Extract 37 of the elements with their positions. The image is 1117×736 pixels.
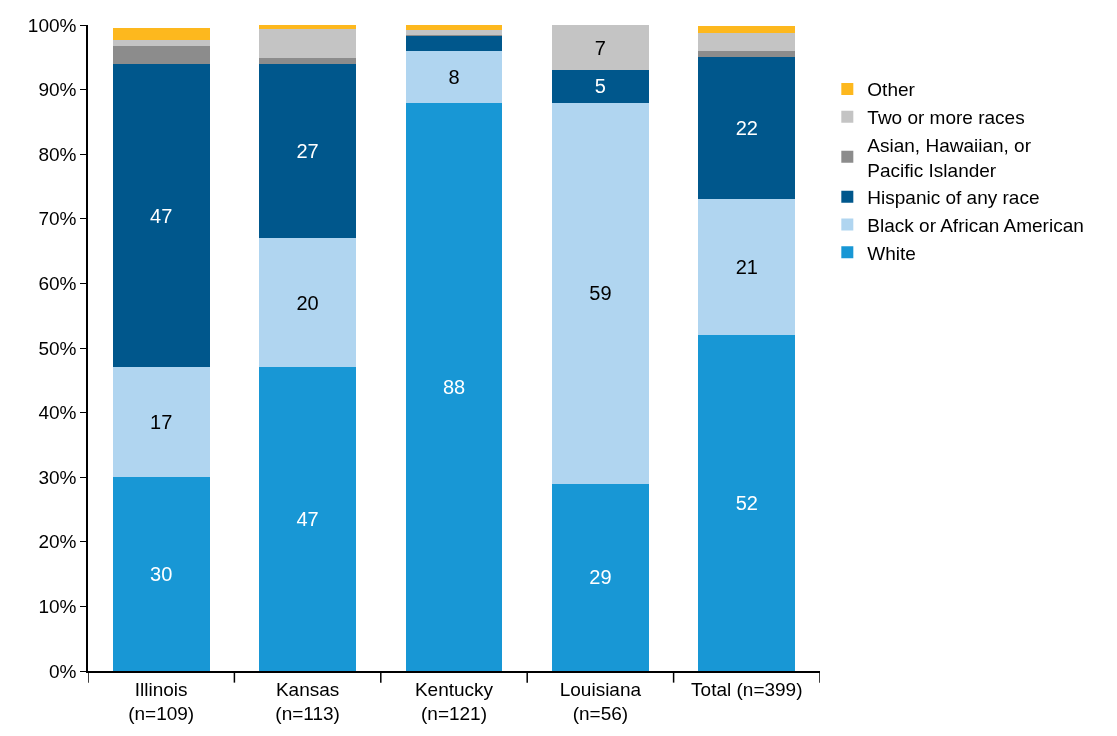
data-label: 47 <box>296 508 319 531</box>
x-tick-label: Kentucky (n=121) <box>414 678 494 725</box>
y-tick-label: 20% <box>38 531 77 553</box>
y-tick-label: 100% <box>27 14 77 36</box>
data-label: 17 <box>150 411 173 434</box>
y-tick-label: 10% <box>38 596 77 618</box>
data-label: 52 <box>735 492 758 515</box>
data-label: 21 <box>735 256 758 279</box>
y-tick-label: 50% <box>38 337 77 359</box>
data-label: 59 <box>589 282 612 305</box>
data-label: 22 <box>735 117 758 140</box>
y-tick-label: 70% <box>38 208 77 230</box>
y-tick-label: 0% <box>48 660 77 682</box>
data-label: 5 <box>594 75 606 98</box>
y-tick-label: 40% <box>38 402 77 424</box>
legend-label: Hispanic of any race <box>867 187 1040 209</box>
data-label: 30 <box>150 563 173 586</box>
y-tick-label: 30% <box>38 466 77 488</box>
data-label: 27 <box>296 139 319 162</box>
data-label: 8 <box>448 65 460 88</box>
legend-label: Asian, Hawaiian, or Pacific Islander <box>867 134 1032 181</box>
legend-label: Black or African American <box>867 214 1084 236</box>
x-tick-label: Louisiana (n=56) <box>559 678 642 725</box>
x-tick-label: Illinois (n=109) <box>128 678 195 725</box>
y-tick-label: 60% <box>38 273 77 295</box>
legend-label: Two or more races <box>867 107 1025 129</box>
y-tick-label: 80% <box>38 143 77 165</box>
x-tick-label: Total (n=399) <box>691 678 803 700</box>
data-label: 7 <box>594 36 606 59</box>
y-tick-label: 90% <box>38 79 77 101</box>
data-label: 88 <box>442 375 466 398</box>
x-tick-label: Kansas (n=113) <box>275 678 340 725</box>
data-label: 29 <box>589 566 612 589</box>
data-label: 47 <box>150 204 173 227</box>
data-label: 20 <box>296 291 319 314</box>
legend-label: Other <box>867 79 916 101</box>
legend-label: White <box>867 242 916 264</box>
